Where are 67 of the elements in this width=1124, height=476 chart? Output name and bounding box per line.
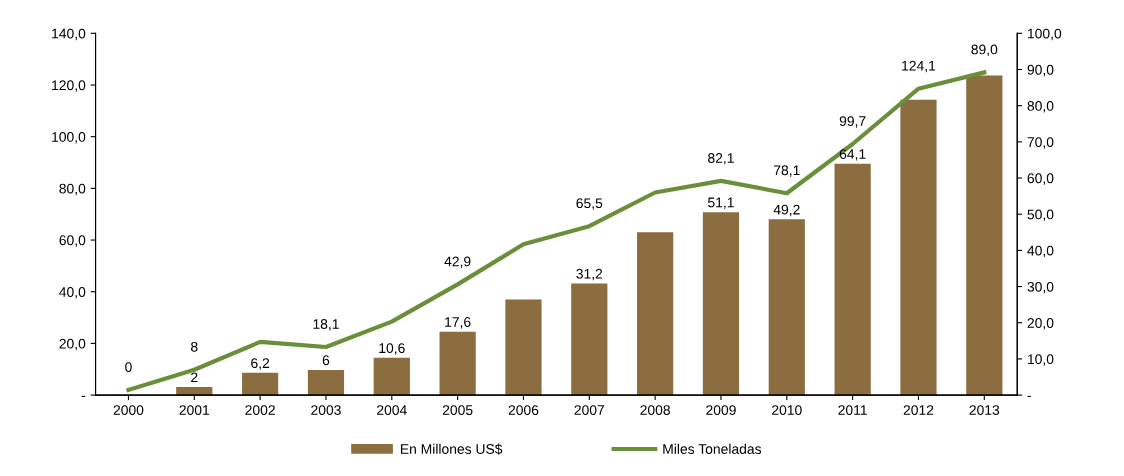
x-tick-label: 2002 — [245, 405, 275, 415]
annotation: 0 — [125, 362, 132, 372]
bar — [834, 163, 871, 396]
bar — [505, 299, 542, 396]
y2-tick-label: 70,0 — [1027, 137, 1054, 149]
y2-tick-label: 20,0 — [1027, 318, 1054, 330]
y2-tick-label: 40,0 — [1027, 245, 1054, 258]
y-tick-label: - — [81, 395, 86, 397]
x-tick-label: 2011 — [838, 405, 867, 415]
bar — [242, 372, 279, 396]
annotation: 49,2 — [773, 204, 800, 217]
legend-label: Miles Toneladas — [663, 443, 762, 454]
annotation: 6 — [322, 355, 330, 366]
bar — [966, 75, 1003, 396]
y2-tick-label: 30,0 — [1027, 281, 1054, 294]
y-tick-label: 20,0 — [59, 338, 86, 351]
x-tick-label: 2006 — [508, 405, 539, 415]
annotation: 51,1 — [708, 197, 734, 209]
annotation: 6,2 — [251, 358, 270, 370]
bar — [307, 370, 345, 396]
x-tick-label: 2009 — [706, 405, 736, 415]
annotation: 89,0 — [971, 44, 998, 57]
y-tick-label: 140,0 — [52, 28, 86, 41]
bar — [900, 99, 937, 396]
annotation: 31,2 — [576, 268, 603, 281]
y2-tick-label: 90,0 — [1027, 64, 1054, 77]
x-tick-label: 2005 — [442, 405, 473, 415]
annotation: 18,1 — [313, 319, 339, 331]
annotation: 64,1 — [839, 149, 866, 161]
bar — [439, 331, 476, 396]
y2-tick-label: 100,0 — [1028, 28, 1062, 41]
annotation: 124,1 — [902, 60, 936, 73]
bar — [637, 232, 674, 396]
x-tick-label: 2001 — [179, 405, 210, 415]
x-tick-label: 2010 — [772, 405, 802, 415]
y-tick-label: 60,0 — [59, 235, 86, 247]
y-tick-label: 120,0 — [52, 80, 86, 92]
y2-tick-label: 50,0 — [1027, 209, 1054, 222]
x-tick-label: 2004 — [377, 405, 407, 415]
bar — [373, 357, 410, 396]
y-tick-label: 100,0 — [52, 132, 86, 144]
x-tick-label: 2003 — [311, 405, 341, 415]
bar — [571, 283, 608, 396]
legend-label: En Millones US$ — [400, 443, 503, 455]
y2-tick-label: 60,0 — [1027, 173, 1054, 185]
x-tick-label: 2013 — [969, 405, 1000, 415]
line-series — [126, 70, 987, 393]
annotation: 78,1 — [774, 165, 800, 177]
y-tick-label: 40,0 — [59, 287, 86, 299]
annotation: 8 — [191, 341, 198, 352]
annotation: 17,6 — [445, 317, 471, 329]
bar — [702, 212, 740, 396]
x-tick-label: 2000 — [113, 405, 144, 415]
annotation: 2 — [191, 372, 198, 383]
annotation: 65,5 — [576, 198, 603, 210]
annotation: 82,1 — [708, 153, 734, 165]
annotation: 99,7 — [839, 116, 866, 128]
annotation: 42,9 — [444, 256, 471, 268]
y2-tick-label: 10,0 — [1028, 354, 1054, 366]
y2-tick-label: 80,0 — [1027, 101, 1054, 113]
bar — [768, 219, 805, 396]
y2-tick-label: - — [1027, 395, 1031, 397]
x-tick-label: 2008 — [640, 405, 670, 415]
y-tick-label: 80,0 — [59, 183, 86, 196]
x-tick-label: 2012 — [903, 405, 934, 415]
annotation: 10,6 — [379, 343, 405, 355]
x-tick-label: 2007 — [574, 405, 605, 415]
